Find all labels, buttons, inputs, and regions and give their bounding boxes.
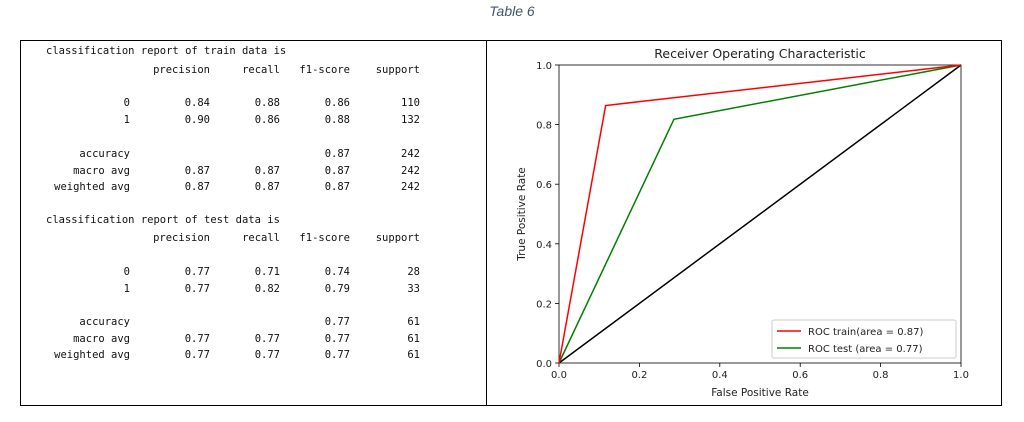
cell-value: 61 [407, 333, 420, 345]
roc-line-train [558, 64, 962, 364]
column-header: support [375, 64, 420, 76]
cell-value: 0.77 [184, 283, 210, 295]
column-header: precision [153, 232, 210, 244]
cell-value: 0.86 [324, 97, 350, 109]
row-label: weighted avg [54, 349, 130, 361]
row-label: weighted avg [54, 181, 130, 193]
cell-value: 0.88 [324, 114, 350, 126]
cell-value: 0.88 [254, 97, 280, 109]
row-label: 0 [123, 266, 130, 278]
cell-value: 110 [401, 97, 420, 109]
chart-title: Receiver Operating Characteristic [654, 46, 866, 61]
cell-value: 0.77 [254, 333, 280, 345]
table-frame [20, 40, 1002, 406]
cell-value: 0.87 [324, 148, 350, 160]
cell-divider [486, 40, 487, 406]
cell-value: 0.87 [184, 165, 210, 177]
cell-value: 242 [401, 148, 420, 160]
cell-value: 242 [401, 165, 420, 177]
legend-label: ROC test (area = 0.77) [808, 344, 923, 355]
legend [771, 319, 957, 359]
column-header: support [375, 232, 420, 244]
table-caption: Table 6 [489, 3, 535, 19]
cell-value: 0.87 [324, 165, 350, 177]
column-header: f1-score [299, 232, 350, 244]
cell-value: 0.84 [184, 97, 210, 109]
cell-value: 61 [407, 349, 420, 361]
column-header: recall [242, 64, 280, 76]
cell-value: 28 [407, 266, 420, 278]
cell-value: 0.74 [324, 266, 350, 278]
y-tick-label: 0.4 [536, 240, 552, 251]
row-label: accuracy [79, 148, 130, 160]
cell-value: 0.87 [324, 181, 350, 193]
y-tick-label: 0.6 [536, 180, 552, 191]
legend-label: ROC train(area = 0.87) [808, 327, 923, 338]
row-label: 1 [123, 114, 130, 126]
cell-value: 0.82 [254, 283, 280, 295]
column-header: recall [242, 232, 280, 244]
roc-chart: Receiver Operating Characteristic False P… [516, 46, 969, 399]
cell-value: 61 [407, 316, 420, 328]
roc-line-test [558, 64, 962, 364]
cell-value: 0.87 [184, 181, 210, 193]
cell-value: 0.77 [184, 349, 210, 361]
cell-value: 0.79 [324, 283, 350, 295]
y-tick-label: 0.2 [536, 299, 552, 310]
cell-value: 0.77 [324, 333, 350, 345]
column-header: precision [153, 64, 210, 76]
cell-value: 132 [401, 114, 420, 126]
x-tick-label: 1.0 [953, 370, 969, 381]
y-tick-label: 0.0 [536, 359, 552, 370]
row-label: macro avg [73, 333, 130, 345]
cell-value: 0.87 [254, 165, 280, 177]
x-axis-label: False Positive Rate [711, 387, 809, 399]
cell-value: 0.90 [184, 114, 210, 126]
report-title: classification report of train data is [46, 45, 287, 57]
cell-value: 0.77 [324, 316, 350, 328]
cell-value: 33 [407, 283, 420, 295]
y-axis-label: True Positive Rate [516, 167, 528, 262]
x-tick-label: 0.0 [551, 370, 567, 381]
cell-value: 0.77 [184, 266, 210, 278]
column-header: f1-score [299, 64, 350, 76]
row-label: accuracy [79, 316, 130, 328]
cell-value: 0.77 [184, 333, 210, 345]
row-label: macro avg [73, 165, 130, 177]
diagonal-line [558, 64, 962, 364]
cell-value: 0.77 [254, 349, 280, 361]
cell-value: 0.77 [324, 349, 350, 361]
report-title: classification report of test data is [46, 214, 280, 226]
x-tick-label: 0.4 [712, 370, 728, 381]
cell-value: 0.71 [254, 266, 280, 278]
cell-value: 0.87 [254, 181, 280, 193]
cell-value: 242 [401, 181, 420, 193]
row-label: 1 [123, 283, 130, 295]
x-tick-label: 0.6 [792, 370, 808, 381]
classification-reports: classification report of train data is pr… [20, 40, 486, 404]
row-label: 0 [123, 97, 130, 109]
y-tick-label: 0.8 [536, 121, 552, 132]
y-tick-label: 1.0 [536, 61, 552, 72]
x-tick-label: 0.8 [873, 370, 889, 381]
x-tick-label: 0.2 [631, 370, 647, 381]
cell-value: 0.86 [254, 114, 280, 126]
